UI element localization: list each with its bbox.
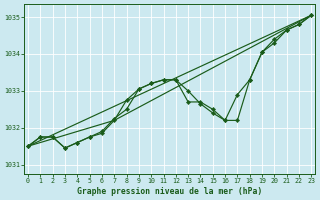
X-axis label: Graphe pression niveau de la mer (hPa): Graphe pression niveau de la mer (hPa) [77, 187, 262, 196]
